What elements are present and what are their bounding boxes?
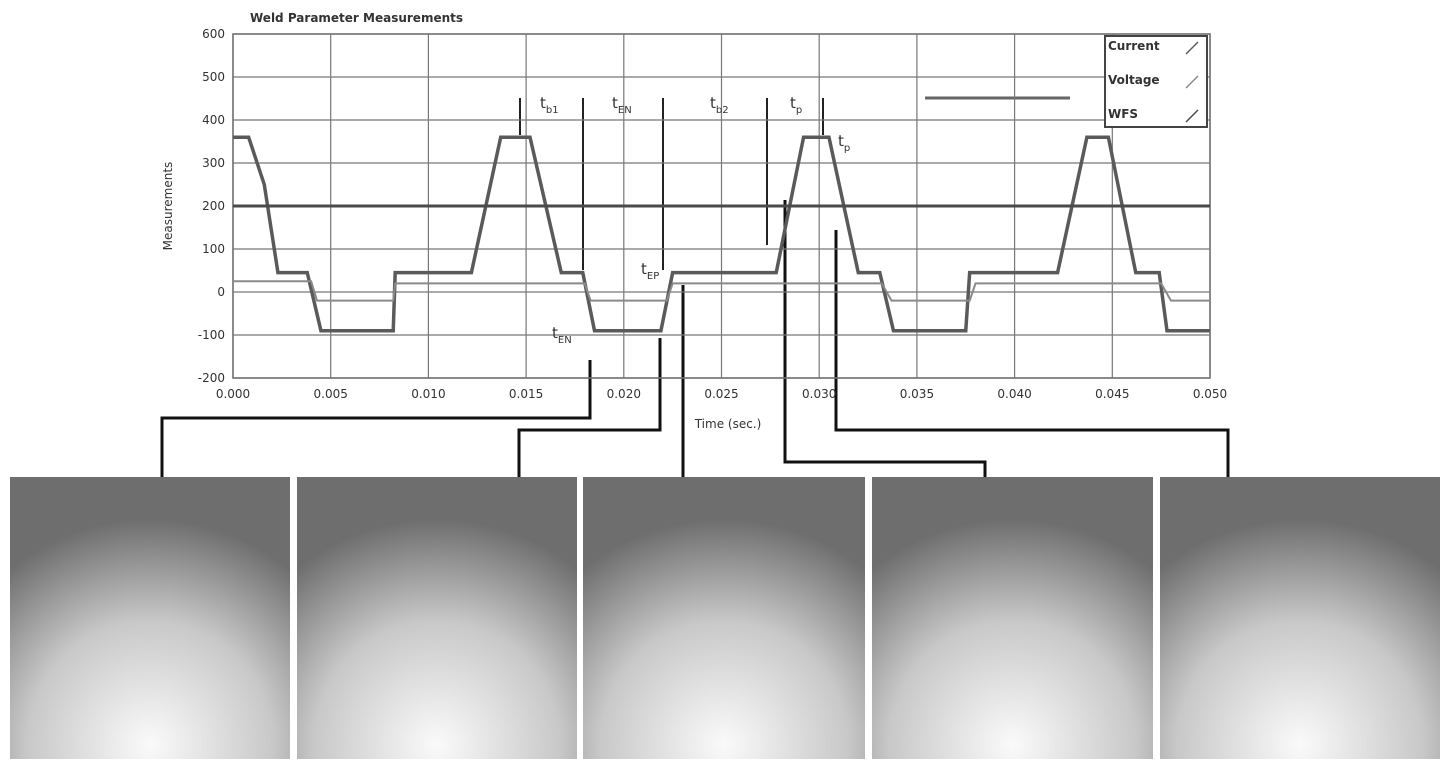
y-tick-label: 0 bbox=[217, 285, 225, 299]
x-tick-label: 0.025 bbox=[704, 387, 738, 401]
figure: Weld Parameter Measurements Time (sec.) … bbox=[0, 0, 1450, 759]
annotation-subscript: b1 bbox=[546, 105, 559, 116]
annotation-subscript: EN bbox=[558, 335, 572, 346]
annotation: tb2 bbox=[710, 94, 729, 116]
legend-label: Voltage bbox=[1108, 73, 1160, 87]
x-tick-label: 0.000 bbox=[216, 387, 250, 401]
y-tick-label: -200 bbox=[198, 371, 225, 385]
x-tick-label: 0.040 bbox=[997, 387, 1031, 401]
chart-title: Weld Parameter Measurements bbox=[250, 11, 463, 25]
y-tick-label: 500 bbox=[202, 70, 225, 84]
photo bbox=[297, 477, 577, 759]
annotation: tEP bbox=[641, 260, 659, 282]
annotation: tp bbox=[838, 132, 850, 154]
photo bbox=[583, 477, 865, 759]
y-axis-label: Measurements bbox=[161, 162, 175, 251]
y-tick-label: 300 bbox=[202, 156, 225, 170]
legend: Current Voltage WFS bbox=[1105, 36, 1207, 127]
y-tick-label: 200 bbox=[202, 199, 225, 213]
photo bbox=[872, 477, 1153, 759]
x-tick-label: 0.010 bbox=[411, 387, 445, 401]
x-tick-label: 0.005 bbox=[314, 387, 348, 401]
annotation-subscript: b2 bbox=[716, 105, 729, 116]
x-tick-label: 0.030 bbox=[802, 387, 836, 401]
legend-label: WFS bbox=[1108, 107, 1138, 121]
y-tick-label: -100 bbox=[198, 328, 225, 342]
annotation: tp bbox=[790, 94, 802, 116]
x-axis-label: Time (sec.) bbox=[694, 417, 762, 431]
y-tick-label: 400 bbox=[202, 113, 225, 127]
annotation: tEN bbox=[552, 324, 572, 346]
photo bbox=[10, 477, 290, 759]
x-tick-label: 0.050 bbox=[1193, 387, 1227, 401]
x-tick-label: 0.035 bbox=[900, 387, 934, 401]
y-tick-label: 600 bbox=[202, 27, 225, 41]
annotation: tEN bbox=[612, 94, 632, 116]
annotation-subscript: EN bbox=[618, 105, 632, 116]
annotation-subscript: p bbox=[796, 105, 802, 116]
annotation: tb1 bbox=[540, 94, 559, 116]
connector bbox=[836, 230, 1228, 477]
legend-label: Current bbox=[1108, 39, 1160, 53]
connectors bbox=[162, 200, 1228, 477]
annotation-subscript: EP bbox=[647, 271, 659, 282]
x-tick-label: 0.020 bbox=[607, 387, 641, 401]
annotation-subscript: p bbox=[844, 143, 850, 154]
y-tick-label: 100 bbox=[202, 242, 225, 256]
x-tick-label: 0.045 bbox=[1095, 387, 1129, 401]
x-tick-label: 0.015 bbox=[509, 387, 543, 401]
photo bbox=[1160, 477, 1440, 759]
photos bbox=[10, 477, 1440, 759]
connector bbox=[785, 200, 985, 477]
